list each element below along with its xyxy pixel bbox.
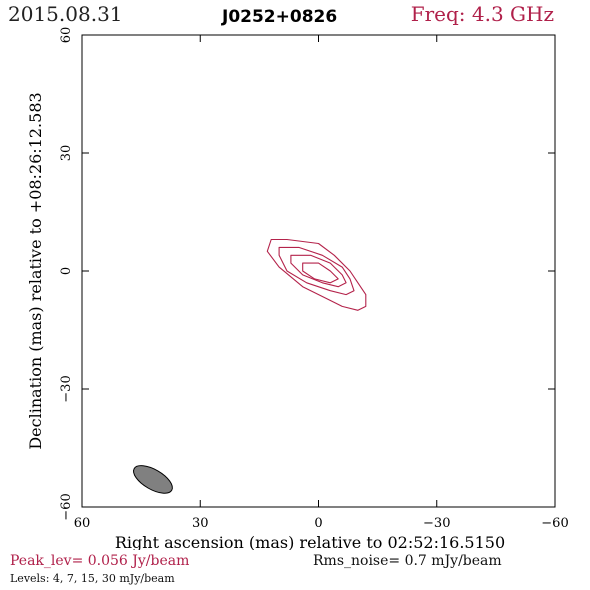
source-name: J0252+0826 bbox=[222, 7, 338, 27]
axis-ticks bbox=[81, 34, 556, 508]
contour-15 bbox=[290, 254, 347, 288]
x-tick-label: 30 bbox=[192, 516, 209, 531]
observation-date: 2015.08.31 bbox=[8, 2, 123, 26]
y-axis-label: Declination (mas) relative to +08:26:12.… bbox=[26, 92, 45, 449]
beam-ellipse bbox=[133, 465, 173, 494]
x-tick-label: 0 bbox=[314, 516, 322, 531]
contour-group bbox=[266, 238, 367, 311]
y-tick-label: 30 bbox=[59, 145, 74, 162]
y-tick-labels: 60 30 0 −30 −60 bbox=[59, 27, 74, 521]
x-tick-labels: 60 30 0 −30 −60 bbox=[74, 516, 569, 531]
frequency-label: Freq: 4.3 GHz bbox=[410, 2, 554, 26]
contour-plot: 60 30 0 −30 −60 60 30 0 −30 −60 Right ascension … bbox=[26, 27, 569, 550]
rms-noise: Rms_noise= 0.7 mJy/beam bbox=[313, 553, 502, 569]
contour-levels: Levels: 4, 7, 15, 30 mJy/beam bbox=[10, 572, 175, 585]
contour-30 bbox=[302, 262, 339, 284]
beam-group bbox=[133, 465, 173, 494]
x-tick-label: −60 bbox=[541, 516, 568, 531]
x-tick-label: −30 bbox=[423, 516, 450, 531]
y-tick-label: −60 bbox=[59, 493, 74, 520]
plot-frame bbox=[81, 34, 556, 508]
peak-level: Peak_lev= 0.056 Jy/beam bbox=[10, 553, 190, 569]
x-tick-label: 60 bbox=[74, 516, 91, 531]
y-tick-label: 0 bbox=[59, 267, 74, 275]
contour-4 bbox=[266, 238, 367, 311]
y-tick-label: 60 bbox=[59, 27, 74, 44]
x-axis-label: Right ascension (mas) relative to 02:52:… bbox=[115, 533, 505, 550]
contour-7 bbox=[278, 246, 355, 296]
y-tick-label: −30 bbox=[59, 375, 74, 402]
